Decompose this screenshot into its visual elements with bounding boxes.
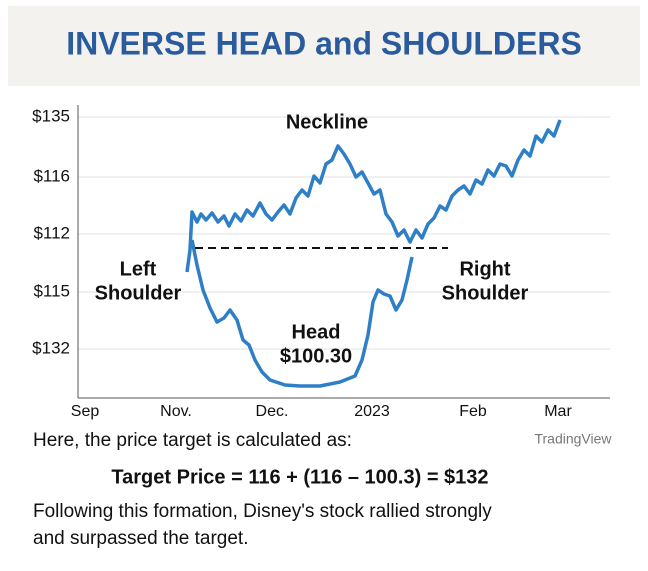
x-label: Dec. (256, 403, 289, 420)
y-label: $115 (33, 281, 70, 300)
y-label: $112 (33, 223, 70, 242)
title-band (8, 6, 640, 86)
source: TradingView (534, 431, 612, 447)
grid (78, 116, 610, 350)
price-line (185, 119, 562, 273)
y-label: $132 (32, 338, 70, 357)
right-shoulder-label: Shoulder (442, 282, 529, 304)
title: INVERSE HEAD and SHOULDERS (66, 25, 582, 61)
intro: Here, the price target is calculated as: (33, 430, 352, 451)
neckline-label: Neckline (286, 111, 368, 133)
head-label: $100.30 (280, 345, 352, 367)
x-label: 2023 (354, 403, 390, 420)
right-shoulder-label: Right (459, 258, 510, 280)
x-label: Mar (544, 403, 572, 420)
conclusion: and surpassed the target. (33, 528, 248, 549)
x-label: Sep (71, 403, 100, 420)
formula: Target Price = 116 + (116 – 100.3) = $13… (111, 466, 488, 488)
conclusion: Following this formation, Disney's stock… (33, 501, 492, 522)
x-label: Nov. (160, 403, 192, 420)
left-shoulder-label: Shoulder (95, 282, 182, 304)
y-label: $135 (32, 106, 70, 125)
price-line (190, 239, 414, 388)
x-label: Feb (459, 403, 487, 420)
y-label: $116 (33, 166, 70, 185)
head-label: Head (292, 321, 341, 343)
left-shoulder-label: Left (120, 258, 157, 280)
